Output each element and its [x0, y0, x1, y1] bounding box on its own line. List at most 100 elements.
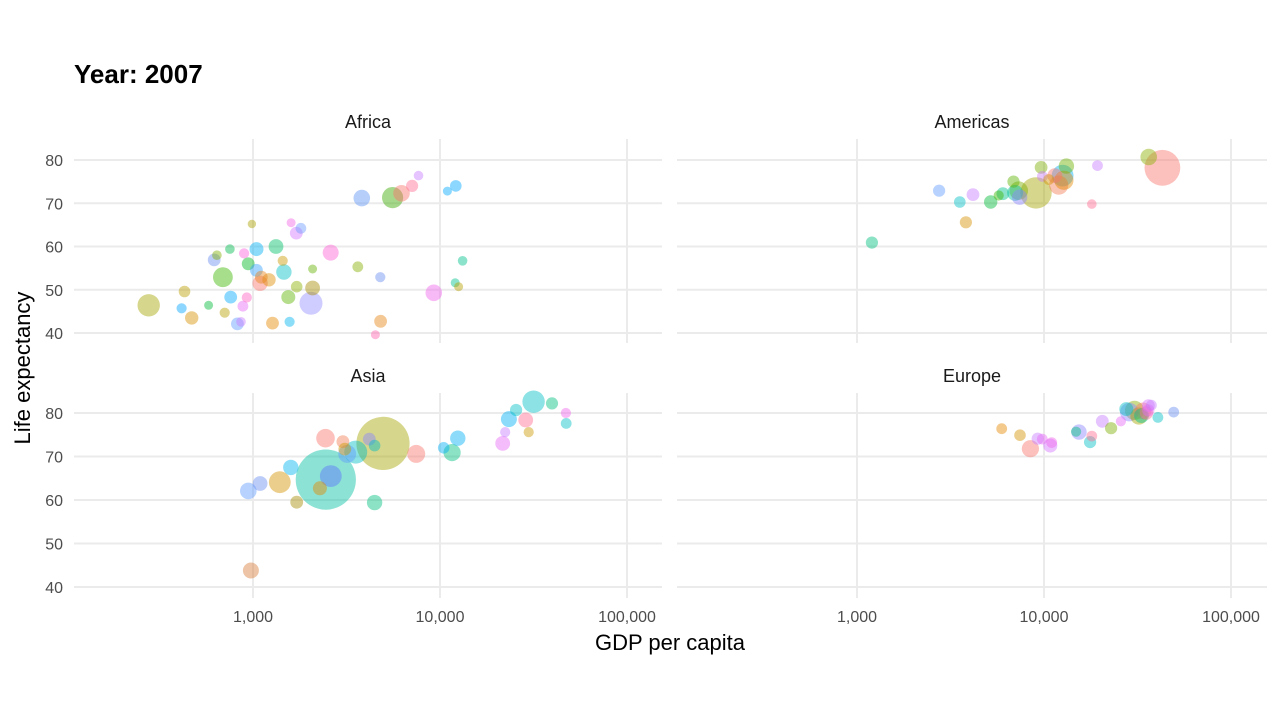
data-point: [212, 250, 222, 260]
data-point: [1146, 399, 1157, 411]
x-tick-label: 1,000: [233, 609, 273, 626]
data-point: [344, 440, 368, 464]
data-point: [518, 412, 534, 428]
data-point: [242, 562, 259, 579]
data-point: [224, 290, 238, 304]
x-tick-label: 10,000: [1020, 609, 1069, 626]
y-tick-label: 50: [45, 283, 63, 300]
data-point: [1144, 149, 1181, 186]
data-point: [1140, 148, 1157, 166]
facet-label: Africa: [345, 112, 392, 132]
data-point: [319, 465, 342, 487]
data-point: [450, 278, 460, 288]
facet-panels: Africa 40 50 60 70 80 Americas Asia 40 50 60 70 80 1,…: [45, 112, 1267, 626]
y-tick-label: 50: [45, 537, 63, 554]
data-point: [283, 459, 299, 476]
data-point: [276, 264, 292, 280]
data-point: [137, 294, 160, 317]
data-point: [237, 300, 249, 312]
x-tick-label: 100,000: [1202, 609, 1260, 626]
y-tick-label: 60: [45, 493, 63, 510]
data-point: [523, 427, 534, 438]
data-point: [1014, 429, 1026, 442]
data-point: [374, 314, 387, 328]
data-point: [241, 257, 255, 271]
data-point: [1119, 402, 1134, 417]
data-point: [1031, 432, 1044, 445]
facet-asia: Asia 40 50 60 70 80 1,000 10,000 100,000: [45, 366, 662, 626]
data-point: [268, 471, 291, 494]
data-point: [450, 180, 462, 192]
data-point: [1115, 416, 1126, 427]
data-point: [236, 317, 246, 327]
data-point: [225, 244, 235, 254]
data-point: [993, 190, 1004, 201]
data-point: [509, 403, 523, 417]
data-point: [370, 330, 380, 340]
data-point: [299, 291, 323, 315]
data-point: [375, 272, 386, 283]
data-point: [966, 188, 980, 202]
data-point: [443, 444, 461, 462]
data-point: [204, 300, 214, 310]
data-point: [1036, 433, 1048, 445]
data-point: [247, 219, 257, 229]
facet-label: Americas: [934, 112, 1009, 132]
data-point: [249, 242, 264, 257]
data-point: [1087, 199, 1097, 209]
data-point: [1021, 440, 1039, 458]
data-point: [457, 255, 468, 266]
y-tick-label: 40: [45, 580, 63, 597]
data-point: [560, 418, 572, 429]
data-point: [1007, 184, 1024, 201]
data-point: [1130, 407, 1148, 425]
x-tick-label: 10,000: [416, 609, 465, 626]
data-point: [352, 261, 364, 273]
data-point: [312, 481, 327, 496]
data-point: [413, 170, 424, 181]
data-point: [268, 239, 284, 254]
data-point: [1020, 177, 1052, 209]
data-point: [996, 187, 1010, 201]
facet-label: Europe: [943, 366, 1001, 386]
data-point: [454, 282, 464, 292]
data-point: [1049, 175, 1069, 195]
data-point: [495, 436, 511, 451]
data-point: [353, 189, 371, 207]
data-point: [1092, 160, 1103, 172]
data-point: [450, 430, 466, 446]
facet-label: Asia: [350, 366, 386, 386]
data-point: [368, 439, 381, 452]
data-point: [289, 226, 303, 240]
data-point: [241, 292, 252, 303]
x-tick-label: 100,000: [598, 609, 656, 626]
data-point: [1084, 436, 1097, 449]
data-point: [1046, 437, 1058, 448]
data-point: [1139, 406, 1154, 420]
data-point: [356, 416, 410, 470]
data-point: [1152, 412, 1164, 423]
data-point: [185, 311, 199, 325]
y-tick-label: 70: [45, 450, 63, 467]
data-point: [338, 442, 352, 456]
data-point: [336, 435, 350, 449]
y-tick-label: 60: [45, 240, 63, 257]
data-point: [1134, 408, 1149, 423]
data-point: [213, 267, 233, 288]
data-point: [1124, 400, 1145, 420]
data-point: [1037, 171, 1048, 182]
facet-europe: Europe 1,000 10,000 100,000: [677, 366, 1267, 626]
data-point: [954, 196, 966, 208]
data-point: [290, 495, 304, 509]
data-point: [1009, 181, 1028, 200]
data-point: [266, 316, 279, 330]
data-point: [500, 427, 511, 438]
data-point: [1058, 158, 1075, 174]
data-point: [305, 280, 320, 296]
data-point: [1043, 174, 1055, 185]
data-point: [1142, 404, 1155, 417]
data-point: [252, 275, 268, 291]
data-point: [407, 444, 426, 463]
data-point: [316, 428, 335, 448]
